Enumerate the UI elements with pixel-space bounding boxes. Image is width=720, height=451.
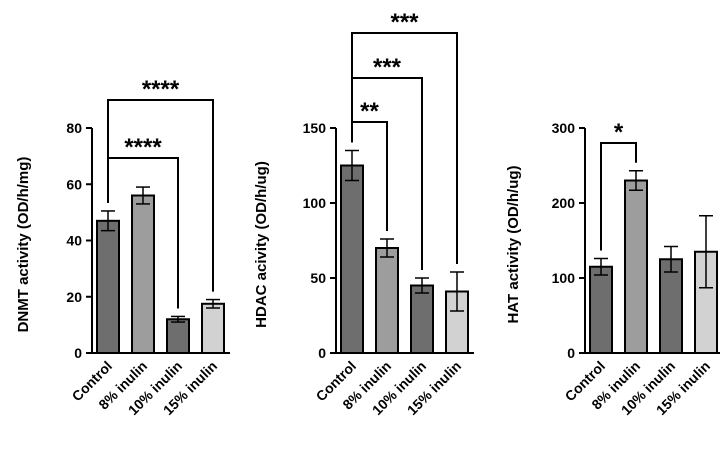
- panel-2-significance-label-3: ***: [390, 9, 419, 36]
- panel-3-significance-label-1: *: [614, 119, 624, 146]
- panel-1-significance-label-1: ****: [124, 134, 162, 161]
- panel-2-bar-1: [340, 164, 364, 354]
- panel-3-y-tick-label-200: 200: [552, 195, 576, 211]
- panel-1-y-tick-label-60: 60: [66, 176, 82, 192]
- panel-1-y-tick-label-40: 40: [66, 233, 82, 249]
- panel-2-bar-2: [375, 247, 399, 354]
- panel-1-y-tick-label-80: 80: [66, 120, 82, 136]
- panel-1-significance-bracket-2: [107, 99, 214, 292]
- panel-1-bar-2: [131, 194, 155, 354]
- panel-1-y-tick-label-0: 0: [74, 345, 82, 361]
- panel-2-significance-label-2: ***: [373, 54, 402, 81]
- panel-2-significance-bracket-3: [351, 32, 458, 264]
- panel-3-y-tick-label-300: 300: [552, 120, 576, 136]
- panel-3-y-axis-label: HAT activity (OD/h/ug): [505, 165, 522, 323]
- panel-2-y-tick-label-150: 150: [303, 120, 327, 136]
- panel-2-significance-label-1: **: [360, 98, 379, 125]
- panel-2-y-tick-label-50: 50: [310, 270, 326, 286]
- panel-3-y-tick-label-0: 0: [567, 345, 575, 361]
- panel-3-bar-2: [624, 179, 648, 354]
- panel-2-bar-3: [410, 284, 434, 354]
- panel-2-y-tick-label-100: 100: [303, 195, 327, 211]
- panel-1-bar-3: [166, 318, 190, 354]
- panel-1-significance-label-2: ****: [142, 76, 180, 103]
- panel-3-bar-1: [589, 265, 613, 354]
- panel-3-significance-bracket-1: [600, 142, 637, 251]
- panel-1-y-axis-label: DNMT activity (OD/h/mg): [15, 157, 32, 333]
- panel-2-y-axis-label: HDAC acivity (OD/h/ug): [253, 161, 270, 328]
- panel-2-y-tick-label-0: 0: [318, 345, 326, 361]
- panel-3-bar-3: [659, 258, 683, 354]
- panel-3-y-tick-label-100: 100: [552, 270, 576, 286]
- panel-1-bar-1: [96, 219, 120, 354]
- panel-1-bar-4: [201, 302, 225, 354]
- panel-1-y-tick-label-20: 20: [66, 289, 82, 305]
